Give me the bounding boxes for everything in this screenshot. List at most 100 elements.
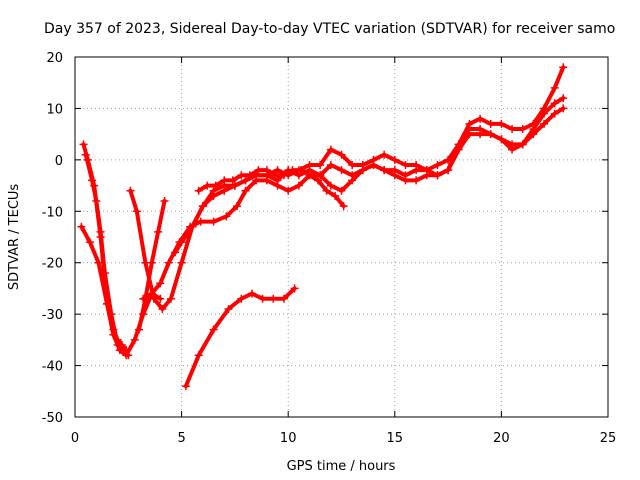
x-tick-label: 15 — [387, 431, 404, 446]
data-point — [331, 191, 340, 200]
data-point — [245, 171, 254, 180]
data-point — [337, 166, 346, 175]
data-point — [196, 217, 205, 226]
data-point — [177, 258, 186, 267]
data-point — [77, 222, 86, 231]
data-point — [166, 294, 175, 303]
data-point — [454, 140, 463, 149]
data-point — [326, 181, 335, 190]
data-point — [158, 305, 167, 313]
data-point — [269, 294, 278, 303]
data-point — [444, 166, 453, 175]
data-point — [348, 176, 357, 185]
x-tick-label: 10 — [280, 431, 297, 446]
data-point — [247, 289, 256, 298]
data-point — [164, 258, 173, 267]
data-point — [296, 166, 305, 175]
data-point — [160, 197, 169, 205]
data-point — [147, 289, 156, 298]
data-point — [132, 207, 141, 216]
data-point — [233, 202, 242, 211]
data-point — [433, 171, 442, 180]
data-point — [412, 176, 421, 185]
data-point — [241, 186, 250, 195]
data-point — [337, 150, 346, 159]
data-point — [100, 269, 109, 277]
data-point — [273, 181, 282, 190]
data-point — [88, 176, 97, 185]
data-point — [134, 325, 143, 334]
data-point — [177, 238, 186, 247]
data-point — [203, 181, 212, 190]
data-point — [486, 119, 495, 128]
chart-title: Day 357 of 2023, Sidereal Day-to-day VTE… — [44, 21, 615, 37]
data-point — [339, 202, 348, 211]
data-point — [220, 176, 229, 185]
data-point — [550, 83, 559, 92]
data-point — [141, 294, 150, 303]
data-point — [497, 135, 506, 144]
data-point — [326, 145, 335, 154]
data-point — [497, 119, 506, 128]
x-tick-label: 25 — [600, 431, 617, 446]
data-point — [237, 171, 246, 180]
data-point — [486, 130, 495, 139]
data-point — [209, 191, 218, 200]
data-point — [559, 63, 568, 72]
data-point — [79, 140, 88, 149]
y-tick-label: -30 — [42, 308, 63, 323]
data-point — [540, 119, 549, 128]
data-point — [518, 125, 527, 133]
data-point — [559, 94, 568, 103]
x-axis-label: GPS time / hours — [287, 459, 396, 474]
data-point — [279, 294, 288, 303]
data-point — [113, 341, 122, 349]
data-point — [348, 161, 357, 169]
data-point — [465, 119, 474, 128]
y-tick-labels: -50 -40 -30 -20 -10 0 10 20 — [42, 51, 63, 426]
series-line-arc-8 — [196, 168, 346, 209]
data-point — [237, 294, 246, 303]
y-tick-label: -20 — [42, 257, 63, 272]
data-point — [194, 186, 203, 195]
data-point — [107, 310, 116, 319]
data-point — [540, 104, 549, 113]
data-point — [550, 109, 559, 118]
data-point — [290, 284, 299, 293]
series-layer — [77, 63, 568, 391]
data-point — [209, 217, 218, 226]
data-point — [209, 325, 218, 334]
data-point — [305, 171, 314, 180]
data-point — [326, 161, 335, 169]
data-point — [85, 238, 94, 247]
data-point — [358, 161, 367, 169]
data-point — [401, 161, 410, 169]
data-point — [126, 186, 135, 195]
plot-frame — [74, 56, 609, 418]
data-point — [258, 294, 267, 303]
data-point — [476, 125, 485, 133]
data-point — [96, 227, 105, 236]
data-point — [230, 181, 239, 190]
series-line-arc-6 — [173, 65, 566, 255]
data-point — [518, 140, 527, 149]
data-point — [156, 279, 165, 288]
data-point — [262, 166, 271, 175]
data-point — [220, 186, 229, 195]
data-point — [94, 258, 103, 267]
data-point — [181, 382, 190, 391]
data-point — [224, 305, 233, 313]
data-point — [550, 99, 559, 108]
data-point — [194, 351, 203, 360]
data-point — [401, 176, 410, 185]
y-tick-label: 10 — [46, 102, 63, 117]
data-point — [81, 150, 90, 159]
data-point — [279, 171, 288, 180]
data-point — [422, 166, 431, 175]
series-line-arc-3 — [83, 152, 131, 358]
data-point — [508, 145, 517, 154]
data-point — [322, 186, 331, 195]
data-point — [92, 197, 101, 205]
data-point — [412, 161, 421, 169]
